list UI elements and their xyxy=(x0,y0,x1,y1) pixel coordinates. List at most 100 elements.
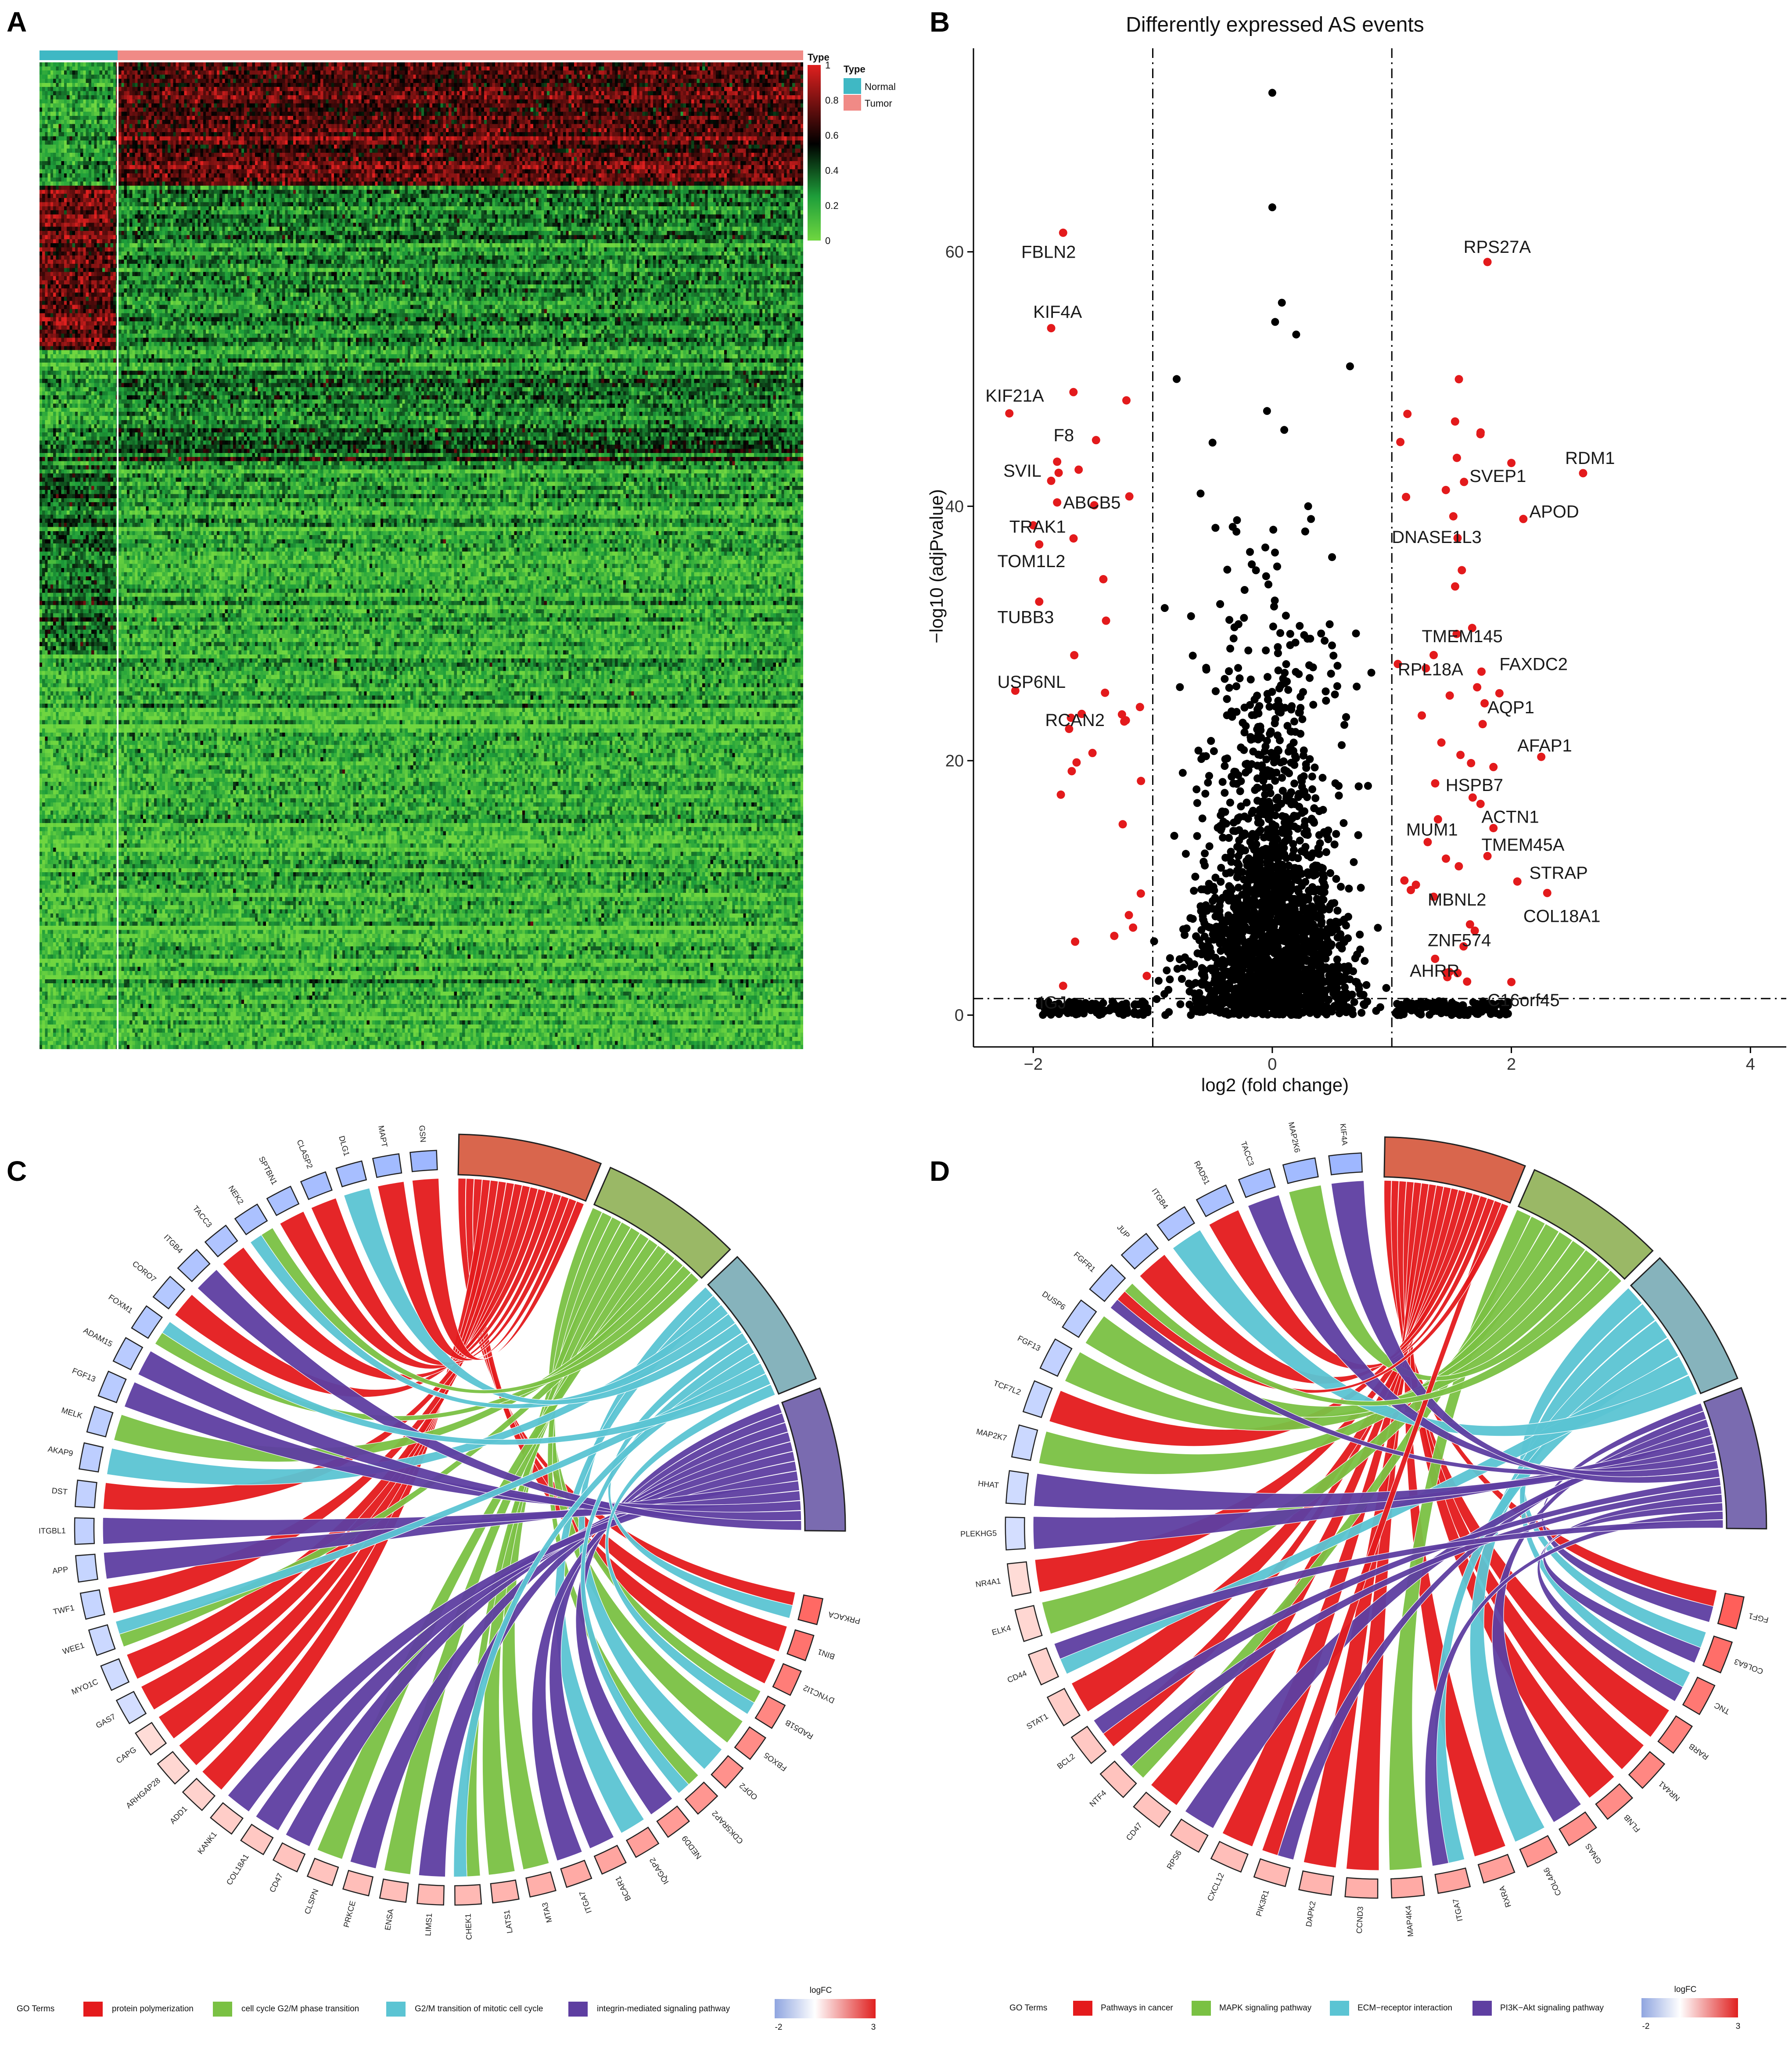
significant-point xyxy=(1069,388,1078,396)
gene-label: KIF21A xyxy=(985,386,1044,406)
point xyxy=(1273,731,1282,740)
point xyxy=(1299,973,1307,981)
point xyxy=(1342,966,1350,974)
point xyxy=(1309,995,1318,1003)
point xyxy=(1234,884,1243,892)
point xyxy=(1416,1008,1425,1016)
point xyxy=(1205,842,1214,850)
point xyxy=(1330,840,1339,849)
point xyxy=(1253,929,1261,938)
term-arc xyxy=(457,1133,602,1202)
point xyxy=(1259,911,1268,920)
point xyxy=(1265,784,1273,792)
point xyxy=(1292,964,1300,973)
point xyxy=(1236,924,1245,932)
point xyxy=(1298,790,1307,798)
gene-box xyxy=(1005,1517,1026,1551)
point xyxy=(1130,1008,1138,1016)
point xyxy=(1304,502,1312,511)
point xyxy=(1357,1009,1366,1017)
point xyxy=(1314,844,1322,852)
gene-label: ABCB5 xyxy=(1063,493,1120,513)
gene-ring-label: PRKCE xyxy=(342,1900,357,1928)
significant-point xyxy=(1470,926,1479,935)
gene-ring-label: CD47 xyxy=(1124,1821,1144,1842)
point xyxy=(1253,774,1262,783)
significant-point xyxy=(1452,453,1461,462)
chord-ribbon xyxy=(1492,1411,1707,1823)
point xyxy=(1321,636,1329,645)
logfc-min: -2 xyxy=(1642,2022,1650,2031)
point xyxy=(1352,629,1360,638)
chord-ribbon xyxy=(349,1441,794,1869)
significant-point xyxy=(1465,920,1474,929)
point xyxy=(1278,825,1287,833)
point xyxy=(1263,963,1271,971)
point xyxy=(1309,701,1318,709)
point xyxy=(1250,998,1258,1006)
point xyxy=(1294,825,1302,833)
significant-point xyxy=(1437,738,1446,747)
point xyxy=(1220,971,1228,979)
point xyxy=(1265,937,1273,945)
gene-label: STRAP xyxy=(1529,863,1587,883)
gene-box xyxy=(272,1842,306,1873)
chord-ribbon xyxy=(279,1193,562,1370)
gene-label: FAXDC2 xyxy=(1499,655,1568,674)
gene-ring-label: NEK2 xyxy=(226,1184,245,1206)
chord-ribbon xyxy=(1208,1197,1495,1370)
term-arc xyxy=(1703,1387,1767,1530)
chord-ribbon xyxy=(1543,1502,1723,1664)
point xyxy=(1272,990,1281,999)
point xyxy=(1262,895,1270,904)
point xyxy=(1412,1000,1421,1009)
point xyxy=(1246,548,1254,556)
legend-swatch xyxy=(386,2002,406,2017)
group-bar-tumor xyxy=(118,50,803,60)
point xyxy=(1273,1007,1281,1015)
labeled-point xyxy=(1029,521,1038,530)
volcano-xlabel: log2 (fold change) xyxy=(1201,1075,1349,1095)
gene-ring-label: CORO7 xyxy=(131,1259,158,1284)
point xyxy=(1287,880,1295,888)
point xyxy=(1262,646,1270,654)
point xyxy=(1296,730,1305,738)
gene-ring-label: GNAS xyxy=(1584,1842,1603,1866)
chord-ribbon xyxy=(1390,1180,1670,1738)
point xyxy=(1223,565,1232,574)
chord-ribbon xyxy=(158,1181,507,1739)
point xyxy=(1282,611,1290,620)
labeled-point xyxy=(1035,540,1044,549)
labeled-point xyxy=(1429,651,1438,659)
point xyxy=(1274,866,1282,874)
point xyxy=(1280,426,1289,434)
tumor-swatch xyxy=(844,95,861,111)
gene-ring-label: CXCL12 xyxy=(1206,1872,1226,1902)
gene-box xyxy=(97,1370,127,1403)
point xyxy=(1193,949,1202,957)
gene-ring-label: TWF1 xyxy=(52,1603,75,1616)
point xyxy=(1308,883,1317,892)
point xyxy=(1055,1000,1063,1008)
gene-label: HSPB7 xyxy=(1446,776,1503,795)
point xyxy=(1363,997,1372,1006)
labeled-point xyxy=(1489,824,1498,833)
labeled-point xyxy=(1495,689,1504,698)
significant-point xyxy=(1433,815,1442,823)
point xyxy=(1198,814,1207,823)
point xyxy=(1216,600,1225,608)
point xyxy=(1211,1007,1220,1015)
point xyxy=(1036,997,1044,1006)
gene-ring-label: NTF4 xyxy=(1088,1788,1108,1809)
gene-ring-label: GAS7 xyxy=(94,1712,117,1730)
gene-box xyxy=(1628,1751,1666,1789)
point xyxy=(1275,961,1283,969)
gene-box xyxy=(786,1629,815,1661)
gene-ring-label: CHEK1 xyxy=(463,1913,474,1940)
significant-point xyxy=(1403,410,1412,418)
point xyxy=(1249,865,1257,873)
point xyxy=(1296,622,1304,630)
point xyxy=(1223,695,1231,703)
significant-point xyxy=(1441,485,1450,494)
point xyxy=(1253,939,1261,948)
